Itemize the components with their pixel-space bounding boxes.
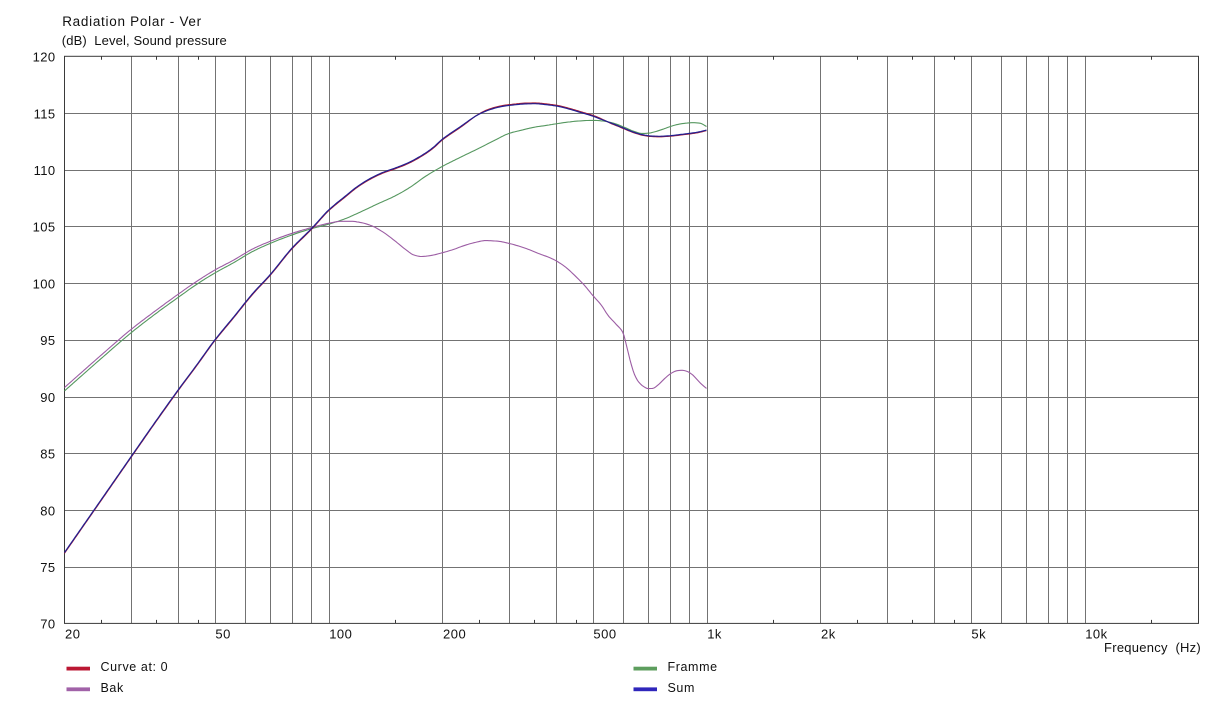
svg-text:105: 105 <box>33 220 56 235</box>
svg-text:110: 110 <box>34 163 56 178</box>
svg-text:120: 120 <box>33 50 56 65</box>
svg-text:100: 100 <box>329 626 352 641</box>
svg-text:10k: 10k <box>1085 626 1107 641</box>
svg-text:Sum: Sum <box>668 681 696 695</box>
svg-text:(dB) Level, Sound pressure: (dB) Level, Sound pressure <box>62 33 227 48</box>
svg-text:5k: 5k <box>971 626 986 641</box>
svg-text:Radiation Polar - Ver: Radiation Polar - Ver <box>62 14 202 29</box>
svg-text:1k: 1k <box>707 626 722 641</box>
svg-text:50: 50 <box>215 626 230 641</box>
svg-text:Framme: Framme <box>668 660 718 674</box>
svg-text:80: 80 <box>40 503 55 518</box>
svg-text:70: 70 <box>40 617 55 632</box>
svg-text:95: 95 <box>40 333 55 348</box>
svg-text:100: 100 <box>33 276 56 291</box>
svg-text:75: 75 <box>40 560 55 575</box>
svg-text:500: 500 <box>593 626 616 641</box>
svg-text:200: 200 <box>443 626 466 641</box>
svg-text:115: 115 <box>34 106 56 121</box>
svg-text:Curve at: 0: Curve at: 0 <box>101 660 169 674</box>
svg-text:85: 85 <box>40 447 55 462</box>
svg-text:Bak: Bak <box>101 681 124 695</box>
svg-text:20: 20 <box>65 626 80 641</box>
svg-text:Frequency (Hz): Frequency (Hz) <box>1104 640 1201 655</box>
svg-text:90: 90 <box>40 390 55 405</box>
svg-text:2k: 2k <box>821 626 836 641</box>
